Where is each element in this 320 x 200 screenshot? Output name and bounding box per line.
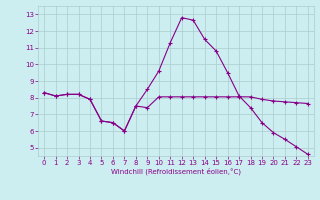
X-axis label: Windchill (Refroidissement éolien,°C): Windchill (Refroidissement éolien,°C) (111, 168, 241, 175)
